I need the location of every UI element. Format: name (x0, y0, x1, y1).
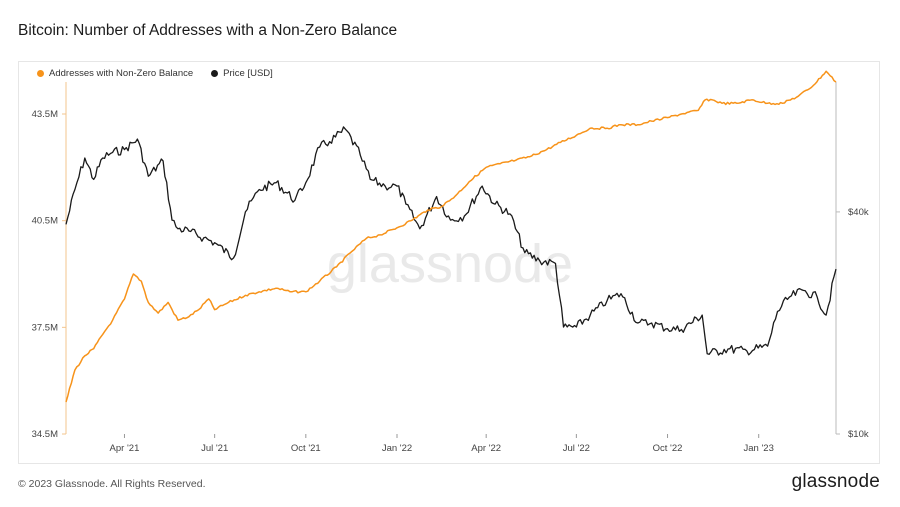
left-tick-label: 40.5M (32, 216, 58, 227)
right-axis-ticks: $40k $10k (836, 207, 869, 440)
x-tick-label: Oct '22 (653, 443, 683, 454)
x-tick-label: Apr '22 (471, 443, 501, 454)
glassnode-logo[interactable]: glassnode (791, 471, 880, 492)
legend-dot-price (211, 70, 219, 77)
left-tick-label: 34.5M (32, 429, 58, 440)
chart-title: Bitcoin: Number of Addresses with a Non-… (18, 22, 398, 39)
legend-item-addresses[interactable]: Addresses with Non-Zero Balance (37, 68, 193, 79)
copyright-footer: © 2023 Glassnode. All Rights Reserved. (18, 478, 206, 490)
series-line-price (65, 126, 837, 356)
watermark: glassnode (327, 234, 573, 294)
right-tick-label: $10k (848, 429, 869, 440)
legend-label-addresses: Addresses with Non-Zero Balance (49, 68, 194, 79)
x-tick-label: Oct '21 (291, 443, 321, 454)
x-tick-label: Jul '21 (201, 443, 228, 454)
x-tick-label: Jan '22 (382, 443, 412, 454)
x-tick-label: Apr '21 (110, 443, 140, 454)
left-tick-label: 37.5M (32, 322, 58, 333)
chart-panel (18, 61, 880, 464)
right-tick-label: $40k (848, 207, 869, 218)
series-line-addresses (65, 70, 837, 403)
x-tick-label: Jan '23 (744, 443, 774, 454)
x-tick-label: Jul '22 (563, 443, 590, 454)
legend-label-price: Price [USD] (223, 68, 273, 79)
legend-item-price[interactable]: Price [USD] (211, 68, 273, 79)
legend-dot-addresses (37, 70, 44, 77)
left-axis-ticks: 43.5M 40.5M 37.5M 34.5M (32, 109, 66, 440)
x-axis-ticks: Apr '21 Jul '21 Oct '21 Jan '22 Apr '22 Jul '… (110, 434, 774, 454)
left-tick-label: 43.5M (32, 109, 58, 120)
chart-legend: Addresses with Non-Zero Balance Price [U… (37, 68, 273, 79)
